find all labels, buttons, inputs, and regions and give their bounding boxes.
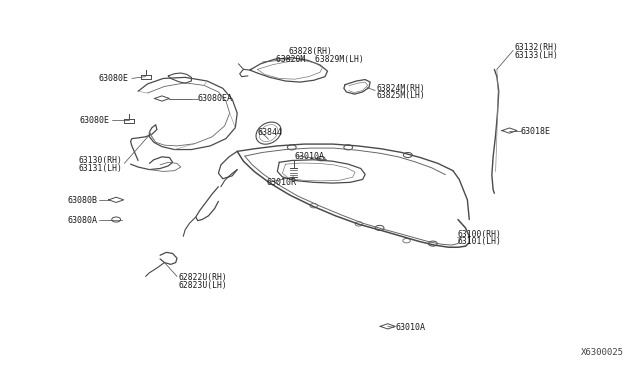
Text: 63010A: 63010A (295, 152, 325, 161)
Text: 63080E: 63080E (99, 74, 129, 83)
Text: 63133(LH): 63133(LH) (515, 51, 558, 60)
Text: 63131(LH): 63131(LH) (79, 164, 122, 173)
Text: 63820M  63829M(LH): 63820M 63829M(LH) (276, 55, 364, 64)
Text: 63010A: 63010A (396, 323, 425, 332)
Text: 63824M(RH): 63824M(RH) (376, 84, 425, 93)
Text: 63844: 63844 (257, 128, 282, 137)
Text: 63132(RH): 63132(RH) (515, 43, 558, 52)
Text: X6300025: X6300025 (581, 347, 624, 357)
Text: 63080E: 63080E (80, 116, 110, 125)
Text: 63080B: 63080B (67, 196, 97, 205)
Text: 63130(RH): 63130(RH) (79, 156, 122, 165)
Text: 63080A: 63080A (67, 216, 97, 225)
Text: 63825M(LH): 63825M(LH) (376, 91, 425, 100)
Text: 63101(LH): 63101(LH) (458, 237, 502, 246)
Text: 62822U(RH): 62822U(RH) (179, 273, 228, 282)
Text: 62823U(LH): 62823U(LH) (179, 280, 228, 290)
Text: 63018E: 63018E (521, 127, 550, 136)
Text: 63828(RH): 63828(RH) (289, 46, 333, 55)
Text: 63080EA: 63080EA (198, 94, 233, 103)
Text: 63010R: 63010R (267, 178, 297, 187)
Text: 63100(RH): 63100(RH) (458, 230, 502, 238)
